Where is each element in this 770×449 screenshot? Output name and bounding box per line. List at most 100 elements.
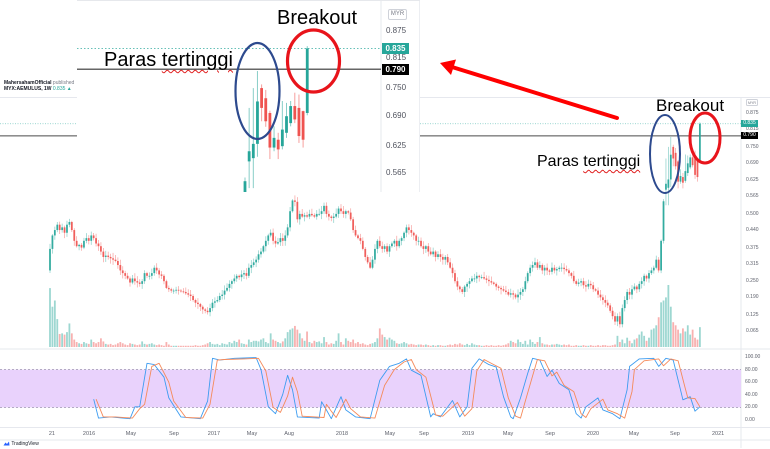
candle (604, 295, 607, 308)
inset-breakout-highlight-circle (285, 28, 342, 94)
candle (354, 225, 357, 237)
candle (655, 255, 658, 270)
author-name[interactable]: MahersahamOfficial (4, 80, 52, 86)
candle (589, 280, 592, 289)
candle (572, 270, 575, 284)
volume-bar (570, 345, 573, 347)
price-candles (49, 122, 701, 328)
volume-bar (85, 343, 88, 347)
candle (119, 259, 122, 275)
candle (95, 233, 97, 247)
volume-bar (49, 288, 51, 347)
candle (626, 289, 629, 305)
volume-bar (233, 340, 236, 347)
inset-candle (297, 94, 301, 143)
candle (441, 253, 444, 265)
candle (648, 270, 650, 283)
volume-bar (648, 337, 650, 347)
candle (92, 232, 95, 241)
volume-bar (177, 345, 180, 347)
volume-bar (148, 343, 151, 347)
volume-bar (509, 340, 512, 347)
volume-bar (560, 345, 563, 347)
candle (495, 282, 498, 291)
volume-bar (677, 329, 679, 347)
volume-bar (153, 344, 156, 347)
volume-bar (529, 339, 532, 347)
currency-button[interactable]: MYR (746, 99, 758, 106)
candle (298, 210, 301, 225)
candle (337, 206, 340, 218)
volume-bar (565, 345, 568, 347)
volume-bar (638, 334, 641, 347)
candle (422, 241, 425, 255)
volume-bar (327, 344, 330, 347)
candle (558, 265, 561, 272)
volume-bar (614, 344, 616, 347)
volume-bar (410, 343, 413, 347)
volume-bar (238, 339, 241, 347)
candle (471, 275, 473, 283)
candle (665, 158, 667, 206)
volume-bar (112, 345, 114, 347)
candle (172, 288, 175, 294)
volume-bar (667, 285, 670, 347)
inset-price-tick-label: 0.625 (386, 140, 407, 150)
volume-bar (585, 345, 587, 347)
volume-bar (548, 345, 551, 347)
candle (463, 284, 466, 297)
candle (267, 233, 270, 245)
volume-bar (456, 344, 459, 347)
tradingview-logo-icon (3, 441, 10, 446)
candle (393, 239, 396, 247)
volume-bar (446, 345, 449, 347)
resistance-label-word1: Paras (537, 153, 579, 170)
volume-bar (352, 339, 355, 347)
volume-bar (686, 325, 689, 347)
volume-bar (669, 306, 672, 347)
volume-bar (563, 344, 565, 347)
volume-bar (63, 334, 66, 347)
candle (473, 273, 476, 283)
candle (388, 244, 391, 257)
volume-bar (250, 342, 253, 347)
volume-bar (599, 345, 602, 347)
candle (327, 210, 330, 221)
volume-bar (303, 340, 306, 347)
volume-bar (107, 344, 110, 347)
volume-bar (444, 345, 447, 347)
candle (657, 257, 660, 273)
candle (480, 274, 483, 280)
candle (257, 250, 260, 263)
candle (90, 231, 93, 245)
volume-bar (626, 337, 629, 347)
candle (534, 257, 536, 268)
volume-bar (347, 340, 350, 347)
volume-bar (684, 331, 687, 347)
volume-bar (204, 344, 207, 347)
candle (138, 279, 141, 287)
volume-bar (466, 343, 468, 347)
volume-bar (136, 345, 139, 347)
symbol-interval: MYX:AEMULUS, 1W (4, 85, 52, 92)
candle (424, 244, 427, 253)
volume-bar (180, 345, 182, 347)
candle (56, 221, 59, 233)
volume-bar (621, 339, 624, 347)
volume-bar (558, 344, 561, 347)
candle (340, 204, 342, 214)
volume-bar (117, 343, 119, 347)
inset-currency-button[interactable]: MYR (388, 9, 407, 20)
candle (408, 224, 410, 235)
candle (332, 212, 335, 223)
candle (325, 202, 328, 218)
stochastic-lines (93, 357, 701, 420)
volume-bar (167, 344, 170, 347)
tradingview-brand[interactable]: TradingView (11, 441, 39, 447)
inset-candle (256, 71, 259, 157)
volume-bar (260, 339, 262, 347)
candle (602, 294, 604, 305)
candle (114, 254, 117, 263)
volume-bar (357, 342, 359, 347)
volume-bar (696, 339, 699, 347)
